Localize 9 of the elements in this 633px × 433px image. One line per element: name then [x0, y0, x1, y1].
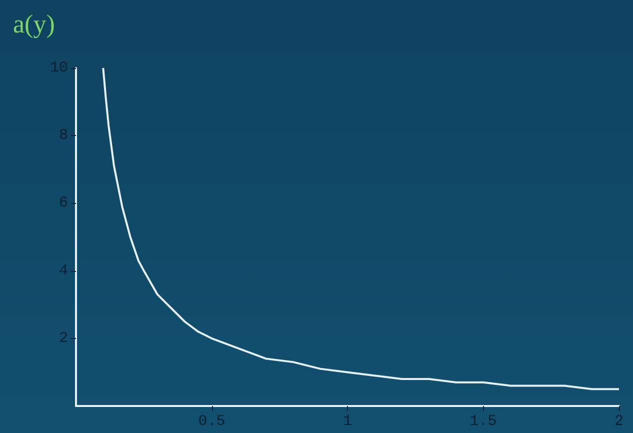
y-tick-label: 4: [58, 262, 68, 280]
y-axis-title: a(y): [13, 10, 55, 38]
x-tick-label: 1: [342, 413, 352, 430]
x-tick-label: 0.5: [198, 413, 226, 430]
x-tick-label: 2: [614, 413, 624, 430]
line-series: [102, 67, 620, 390]
y-tick-label: 2: [58, 330, 68, 347]
x-tick-label: 1.5: [470, 413, 497, 430]
y-tick-label: 6: [58, 194, 68, 212]
